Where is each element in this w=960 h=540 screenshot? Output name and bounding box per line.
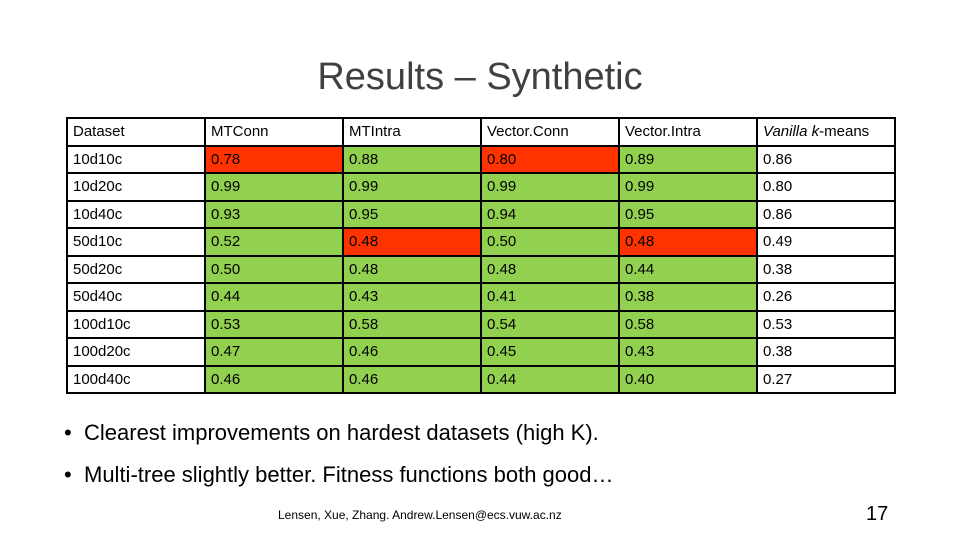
page-number: 17: [866, 503, 889, 525]
header-vector-conn: Vector.Conn: [480, 117, 620, 147]
cell-dataset: 10d20c: [66, 172, 206, 202]
cell-score: 0.46: [342, 337, 482, 367]
bullet-text: Clearest improvements on hardest dataset…: [84, 420, 599, 445]
cell-score: 0.27: [756, 364, 896, 394]
cell-score: 0.50: [480, 227, 620, 257]
cell-score: 0.38: [618, 282, 758, 312]
cell-score: 0.58: [342, 309, 482, 339]
cell-dataset: 50d40c: [66, 282, 206, 312]
bullet-glyph: •: [64, 462, 72, 487]
cell-score: 0.99: [342, 172, 482, 202]
table-row: 10d20c 0.99 0.99 0.99 0.99 0.80: [66, 172, 896, 202]
cell-score: 0.80: [480, 144, 620, 174]
cell-dataset: 100d10c: [66, 309, 206, 339]
table-row: 10d10c 0.78 0.88 0.80 0.89 0.86: [66, 144, 896, 174]
cell-score: 0.99: [204, 172, 344, 202]
cell-score: 0.48: [342, 227, 482, 257]
cell-score: 0.48: [480, 254, 620, 284]
table-row: 10d40c 0.93 0.95 0.94 0.95 0.86: [66, 199, 896, 229]
cell-score: 0.99: [618, 172, 758, 202]
cell-score: 0.38: [756, 337, 896, 367]
cell-score: 0.78: [204, 144, 344, 174]
cell-score: 0.53: [204, 309, 344, 339]
cell-score: 0.48: [342, 254, 482, 284]
cell-score: 0.46: [342, 364, 482, 394]
table-body: 10d10c 0.78 0.88 0.80 0.89 0.86 10d20c 0.99 0.99…: [66, 144, 896, 394]
cell-dataset: 50d20c: [66, 254, 206, 284]
cell-score: 0.45: [480, 337, 620, 367]
cell-score: 0.49: [756, 227, 896, 257]
cell-score: 0.40: [618, 364, 758, 394]
cell-score: 0.95: [342, 199, 482, 229]
header-means-suffix: -means: [819, 123, 870, 141]
cell-score: 0.95: [618, 199, 758, 229]
cell-score: 0.94: [480, 199, 620, 229]
cell-score: 0.43: [342, 282, 482, 312]
table-row: 50d10c 0.52 0.48 0.50 0.48 0.49: [66, 227, 896, 257]
cell-score: 0.44: [618, 254, 758, 284]
cell-dataset: 100d20c: [66, 337, 206, 367]
cell-score: 0.50: [204, 254, 344, 284]
cell-score: 0.43: [618, 337, 758, 367]
slide-footer: Lensen, Xue, Zhang. Andrew.Lensen@ecs.vu…: [278, 508, 562, 522]
cell-score: 0.52: [204, 227, 344, 257]
header-vanilla-word: Vanilla: [763, 123, 808, 141]
cell-score: 0.80: [756, 172, 896, 202]
cell-score: 0.86: [756, 199, 896, 229]
header-vanilla-kmeans: Vanilla k-means: [756, 117, 896, 147]
cell-score: 0.58: [618, 309, 758, 339]
cell-score: 0.44: [480, 364, 620, 394]
header-dataset: Dataset: [66, 117, 206, 147]
cell-score: 0.46: [204, 364, 344, 394]
slide-title: Results – Synthetic: [317, 56, 643, 98]
header-mtconn: MTConn: [204, 117, 344, 147]
results-table: Dataset MTConn MTIntra Vector.Conn Vecto…: [66, 117, 896, 394]
cell-score: 0.53: [756, 309, 896, 339]
cell-score: 0.86: [756, 144, 896, 174]
table-row: 100d10c 0.53 0.58 0.54 0.58 0.53: [66, 309, 896, 339]
cell-score: 0.99: [480, 172, 620, 202]
cell-dataset: 100d40c: [66, 364, 206, 394]
bullet-glyph: •: [64, 420, 72, 445]
cell-dataset: 10d40c: [66, 199, 206, 229]
bullet-item: • Clearest improvements on hardest datase…: [64, 420, 613, 446]
bullet-item: • Multi-tree slightly better. Fitness fun…: [64, 462, 613, 488]
cell-score: 0.26: [756, 282, 896, 312]
table-row: 50d20c 0.50 0.48 0.48 0.44 0.38: [66, 254, 896, 284]
table-row: 50d40c 0.44 0.43 0.41 0.38 0.26: [66, 282, 896, 312]
bullet-list: • Clearest improvements on hardest datase…: [64, 420, 613, 504]
table-row: 100d20c 0.47 0.46 0.45 0.43 0.38: [66, 337, 896, 367]
cell-dataset: 10d10c: [66, 144, 206, 174]
cell-score: 0.38: [756, 254, 896, 284]
cell-score: 0.93: [204, 199, 344, 229]
cell-score: 0.88: [342, 144, 482, 174]
header-vector-intra: Vector.Intra: [618, 117, 758, 147]
cell-score: 0.47: [204, 337, 344, 367]
header-k-letter: k: [811, 123, 820, 141]
cell-dataset: 50d10c: [66, 227, 206, 257]
bullet-text: Multi-tree slightly better. Fitness func…: [84, 462, 614, 487]
cell-score: 0.41: [480, 282, 620, 312]
cell-score: 0.48: [618, 227, 758, 257]
cell-score: 0.54: [480, 309, 620, 339]
cell-score: 0.89: [618, 144, 758, 174]
table-header-row: Dataset MTConn MTIntra Vector.Conn Vecto…: [66, 117, 896, 147]
table-row: 100d40c 0.46 0.46 0.44 0.40 0.27: [66, 364, 896, 394]
cell-score: 0.44: [204, 282, 344, 312]
header-mtintra: MTIntra: [342, 117, 482, 147]
